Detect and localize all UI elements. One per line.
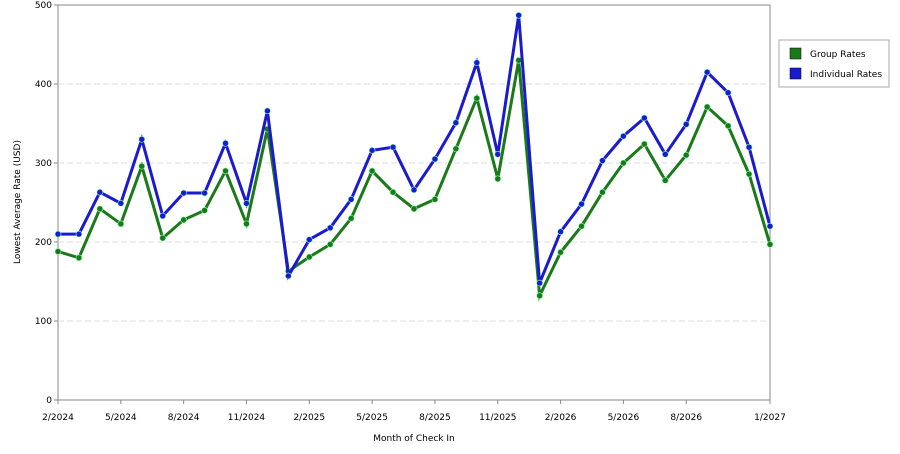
data-point <box>243 199 250 207</box>
x-tick-label: 5/2024 <box>105 413 137 423</box>
data-point <box>766 222 774 230</box>
data-point <box>724 89 732 96</box>
legend-label: Group Rates <box>810 50 866 60</box>
data-point <box>661 151 669 158</box>
data-point <box>54 248 62 255</box>
data-point <box>326 224 334 232</box>
data-point <box>222 167 229 175</box>
data-point <box>96 188 104 196</box>
data-point <box>75 254 83 262</box>
series-line <box>58 15 772 284</box>
data-point <box>473 94 481 102</box>
data-point <box>326 241 334 248</box>
data-point <box>222 139 229 147</box>
x-tick-label: 1/2027 <box>754 413 786 423</box>
x-tick-label: 8/2025 <box>419 413 451 423</box>
x-tick-label: 2/2025 <box>293 413 325 423</box>
data-point <box>766 241 774 248</box>
data-point <box>264 107 271 115</box>
data-point <box>159 234 167 242</box>
x-tick-label: 2/2024 <box>42 413 74 423</box>
data-point <box>180 216 187 224</box>
y-axis-label: Lowest Average Rate (USD) <box>13 140 23 264</box>
data-point <box>347 196 355 203</box>
data-point <box>117 199 125 207</box>
data-point <box>96 205 104 213</box>
y-tick-label: 500 <box>35 1 52 11</box>
y-tick-label: 100 <box>35 317 52 327</box>
data-point <box>703 68 711 76</box>
data-point <box>724 122 732 130</box>
data-point <box>389 143 397 151</box>
data-point <box>431 155 439 163</box>
data-point <box>347 215 355 222</box>
y-tick-label: 300 <box>35 159 52 169</box>
data-point <box>138 162 146 170</box>
data-point <box>285 272 292 280</box>
data-point <box>243 220 250 228</box>
data-point <box>452 145 460 153</box>
legend-swatch <box>789 47 802 60</box>
data-point <box>599 157 606 164</box>
data-point <box>745 170 753 178</box>
data-point <box>536 279 543 287</box>
x-axis-label: Month of Check In <box>373 434 455 444</box>
data-point <box>201 207 208 214</box>
data-point <box>410 186 418 194</box>
x-tick-label: 8/2024 <box>168 413 200 423</box>
data-point <box>620 132 627 140</box>
x-tick-label: 11/2025 <box>479 413 516 423</box>
data-point <box>410 205 418 213</box>
data-point <box>389 188 397 196</box>
data-point <box>368 167 376 175</box>
x-tick-label: 2/2026 <box>545 413 577 423</box>
legend-label: Individual Rates <box>810 70 882 80</box>
data-point <box>368 147 376 154</box>
data-point <box>536 292 543 300</box>
legend-swatch <box>789 67 802 80</box>
data-point <box>557 228 564 236</box>
x-tick-label: 5/2025 <box>356 413 388 423</box>
data-point <box>620 159 627 167</box>
data-point <box>703 103 711 111</box>
data-point <box>682 120 690 128</box>
data-point <box>494 151 502 158</box>
data-point <box>180 189 187 197</box>
data-point <box>159 212 167 220</box>
data-point <box>494 175 502 183</box>
data-point <box>599 188 606 196</box>
data-point <box>431 196 439 203</box>
y-tick-label: 400 <box>35 80 52 90</box>
data-point <box>305 236 313 243</box>
y-tick-label: 0 <box>46 396 52 406</box>
y-tick-label: 200 <box>35 238 52 248</box>
data-point <box>578 200 585 208</box>
data-point <box>515 11 523 19</box>
x-tick-label: 11/2024 <box>228 413 266 423</box>
data-point <box>75 230 83 238</box>
data-point <box>117 220 125 228</box>
data-point <box>557 248 564 256</box>
data-point <box>473 59 481 66</box>
data-point <box>305 253 313 261</box>
data-point <box>745 143 753 151</box>
x-tick-label: 5/2026 <box>608 413 640 423</box>
data-point <box>641 114 648 122</box>
data-point <box>661 177 669 184</box>
data-point <box>138 136 146 143</box>
data-point <box>641 140 648 148</box>
x-tick-label: 8/2026 <box>670 413 702 423</box>
data-point <box>578 222 585 230</box>
data-point <box>54 230 62 238</box>
data-point <box>201 189 208 197</box>
data-point <box>452 119 460 127</box>
plot-frame <box>57 4 771 401</box>
data-point <box>682 151 690 159</box>
